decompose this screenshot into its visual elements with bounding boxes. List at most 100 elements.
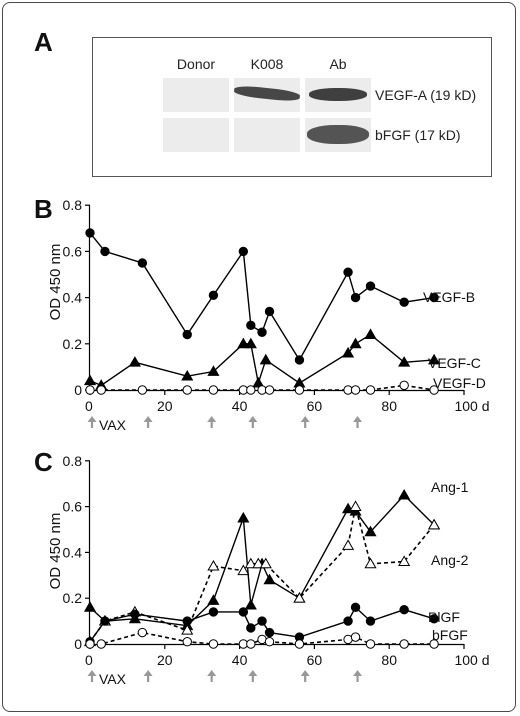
series-vegf-c-point [244,337,257,349]
series-plgf-point [130,609,140,619]
series-vegf-d-point [429,385,439,395]
y-tick-label-b: 0.6 [63,243,83,259]
vax-arrow-head-b [87,416,97,422]
series-ang-2-point [252,557,265,569]
series-label-ang-2: Ang-2 [431,552,469,568]
series-ang-2-point [244,557,257,569]
vax-label-c: VAX [99,671,127,687]
series-vegf-b-point [257,327,267,337]
x-tick-label-c: 40 [232,652,248,668]
band-label-bfgf: bFGF (17 kD) [375,127,461,143]
series-vegf-d-point [246,385,256,395]
series-vegf-d-point [365,385,376,395]
series-plgf-point [100,616,110,626]
series-vegf-b-point [208,290,219,300]
series-ang-1-point [237,511,250,523]
vax-arrow-head-c [87,670,97,676]
series-vegf-b-point [100,246,110,257]
vax-label-b: VAX [99,417,127,433]
lane-label-k008: K008 [250,56,284,72]
series-vegf-b-point [137,258,148,268]
series-ang-2-point [207,559,220,571]
series-vegf-c-point [398,356,411,367]
band-bfgf-ab [307,125,369,144]
series-vegf-c-point [181,369,194,381]
y-tick-label-c: 0 [74,636,82,652]
y-tick-label-c: 0.2 [63,590,83,606]
series-vegf-d-point [350,385,361,395]
series-vegf-d-point [399,380,409,391]
series-plgf-point [182,616,192,626]
series-plgf-point [208,607,219,617]
series-bfgf-point [294,639,305,649]
y-tick-label-b: 0.4 [63,290,83,306]
y-tick-label-b: 0 [74,382,82,398]
vax-arrow-head-b [300,416,310,422]
x-tick-label-c: 0 [85,652,93,668]
y-tick-label-b: 0.8 [63,197,83,213]
vax-arrow-head-c [248,670,258,676]
series-plgf-point [246,623,256,633]
panel-b-letter: B [34,194,53,224]
series-vegf-c-point [207,365,220,376]
vax-arrow-head-c [143,670,153,676]
series-vegf-b-point [350,292,361,303]
series-ang-2-point [364,557,377,569]
series-bfgf-point [399,639,409,649]
series-bfgf-point [246,639,256,649]
series-label-bfgf: bFGF [432,627,468,643]
series-label-vegf-d: VEGF-D [433,375,486,391]
series-vegf-c-point [128,356,141,367]
series-vegf-b-point [182,329,192,340]
series-vegf-b-point [365,281,376,291]
series-vegf-c-point [259,353,272,365]
series-plgf-point [264,627,275,638]
series-label-plgf: PlGF [428,609,460,625]
series-vegf-c-point [83,374,97,386]
panel-a-letter: A [34,27,53,57]
series-ang-1-point [263,573,276,585]
series-vegf-c-point [252,376,265,388]
y-tick-label-c: 0.6 [63,499,83,515]
vax-arrow-head-c [300,670,310,676]
x-tick-label-b: 60 [307,398,323,414]
series-plgf-point [350,602,361,613]
y-axis-label-b: OD 450 nm [47,244,64,321]
series-label-ang-1: Ang-1 [431,479,469,495]
series-bfgf-point [350,632,361,642]
lane-label-ab: Ab [329,56,347,72]
blot-vegfa-k008 [234,78,300,112]
series-vegf-d-point [96,385,106,395]
series-ang-1-point [364,525,377,537]
blot-vegfa-donor [163,78,229,112]
blot-bfgf-ab [305,118,371,152]
band-label-vegfa: VEGF-A (19 kD) [375,87,477,103]
series-line-ang-2 [89,506,435,643]
vax-arrow-head-b [207,416,217,422]
x-tick-label-c: 100 d [454,652,489,668]
vax-arrow-head-c [353,670,363,676]
y-tick-label-c: 0.8 [63,453,83,469]
y-tick-label-b: 0.2 [63,336,83,352]
series-vegf-d-point [294,385,305,395]
series-ang-2-point [398,555,411,566]
series-ang-2-point [259,557,272,569]
series-vegf-b-point [238,246,249,257]
series-vegf-b-point [294,355,305,365]
series-ang-2-point [428,518,441,530]
x-tick-label-c: 60 [307,652,323,668]
x-tick-label-b: 80 [381,398,397,414]
band-vegfa-ab [309,88,367,101]
x-tick-label-b: 0 [85,398,93,414]
series-vegf-c-point [428,353,441,365]
series-plgf-point [429,614,439,624]
series-ang-2-point [293,591,306,603]
series-bfgf-point [264,637,275,647]
series-bfgf-point [429,639,439,649]
blot-bfgf-donor [163,118,229,152]
series-vegf-d-point [137,385,148,395]
series-plgf-point [365,616,376,626]
series-ang-1-point [83,601,97,612]
